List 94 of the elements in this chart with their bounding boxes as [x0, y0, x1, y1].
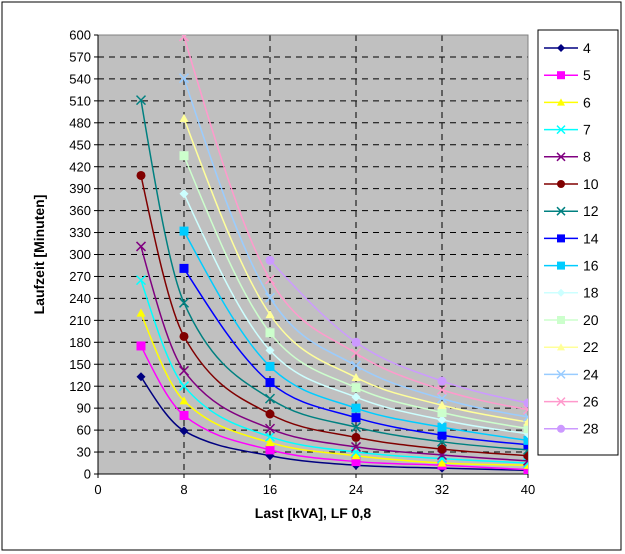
point [438, 400, 446, 409]
point [352, 413, 360, 422]
y-tick-label: 120 [69, 378, 91, 394]
point [178, 72, 190, 84]
point [352, 383, 360, 392]
y-tick-label: 570 [69, 50, 91, 64]
y-tick-label: 600 [69, 28, 91, 43]
point [436, 384, 448, 396]
y-tick-label: 90 [76, 400, 91, 416]
x-axis-title: Last [kVA], LF 0,8 [254, 505, 372, 521]
y-tick-label: 150 [69, 356, 91, 372]
point [180, 332, 188, 341]
y-tick-label: 180 [69, 334, 91, 350]
x-tick-label: 16 [262, 482, 278, 497]
point [438, 458, 446, 467]
point [438, 408, 446, 418]
point [352, 338, 360, 347]
y-tick-label: 210 [69, 312, 91, 328]
point [266, 328, 274, 338]
legend-label: 26 [583, 394, 599, 410]
point [438, 444, 446, 454]
point [436, 453, 448, 464]
legend-label: 24 [583, 366, 599, 382]
point [264, 292, 276, 303]
y-tick-label: 60 [76, 422, 91, 438]
point [180, 226, 188, 236]
point [352, 432, 360, 442]
point [180, 151, 188, 160]
legend-label: 4 [583, 40, 591, 56]
point [178, 380, 190, 392]
y-tick-label: 510 [69, 93, 91, 108]
point [350, 442, 362, 452]
legend-label: 12 [583, 203, 599, 220]
y-tick-label: 480 [69, 115, 91, 130]
point [264, 393, 276, 404]
legend-label: 8 [583, 148, 591, 165]
x-tick-label: 40 [520, 482, 536, 497]
point [266, 445, 274, 454]
point [436, 436, 448, 448]
y-tick-label: 240 [69, 290, 91, 306]
point [266, 438, 274, 446]
legend-label: 6 [583, 94, 591, 110]
point [350, 360, 362, 371]
point [436, 450, 448, 460]
point [438, 376, 446, 386]
point [266, 378, 274, 388]
point [178, 298, 190, 308]
point [180, 410, 188, 420]
point [352, 404, 360, 413]
point [264, 423, 276, 434]
y-tick-label: 330 [69, 225, 91, 240]
legend-label: 5 [583, 67, 591, 84]
point [436, 393, 448, 404]
point [438, 422, 446, 432]
legend-label: 28 [583, 420, 599, 437]
y-tick-label: 0 [84, 466, 91, 482]
y-tick-label: 360 [69, 203, 91, 218]
legend-label: 18 [583, 284, 599, 301]
legend-label: 7 [583, 122, 591, 138]
y-tick-label: 450 [69, 137, 91, 152]
x-tick-label: 0 [94, 482, 102, 497]
x-tick-label: 24 [348, 482, 364, 497]
legend-label: 10 [583, 176, 599, 192]
point [180, 426, 188, 436]
point [350, 422, 362, 432]
point [264, 274, 276, 285]
x-tick-label: 32 [434, 482, 450, 497]
point [180, 396, 188, 404]
y-tick-label: 390 [69, 181, 91, 196]
legend-label: 22 [583, 339, 599, 356]
y-tick-label: 270 [69, 269, 91, 284]
point [266, 362, 274, 371]
point [352, 392, 360, 402]
point [264, 431, 276, 442]
point [180, 114, 188, 122]
x-tick-label: 8 [180, 482, 188, 497]
point [266, 346, 274, 355]
point [178, 366, 190, 376]
legend-label: 16 [583, 258, 599, 274]
point [180, 264, 188, 273]
y-tick-label: 300 [69, 247, 91, 262]
point [350, 446, 362, 458]
legend-label: 14 [583, 230, 599, 246]
y-axis-title: Laufzeit [Minuten] [31, 194, 47, 314]
point [266, 256, 274, 265]
point [180, 189, 188, 198]
point [266, 410, 274, 419]
point [350, 348, 362, 359]
y-tick-label: 420 [69, 159, 91, 174]
y-tick-label: 540 [69, 71, 91, 86]
legend-label: 20 [583, 312, 599, 328]
point [266, 310, 274, 318]
y-tick-label: 30 [76, 444, 91, 460]
point [352, 372, 360, 382]
